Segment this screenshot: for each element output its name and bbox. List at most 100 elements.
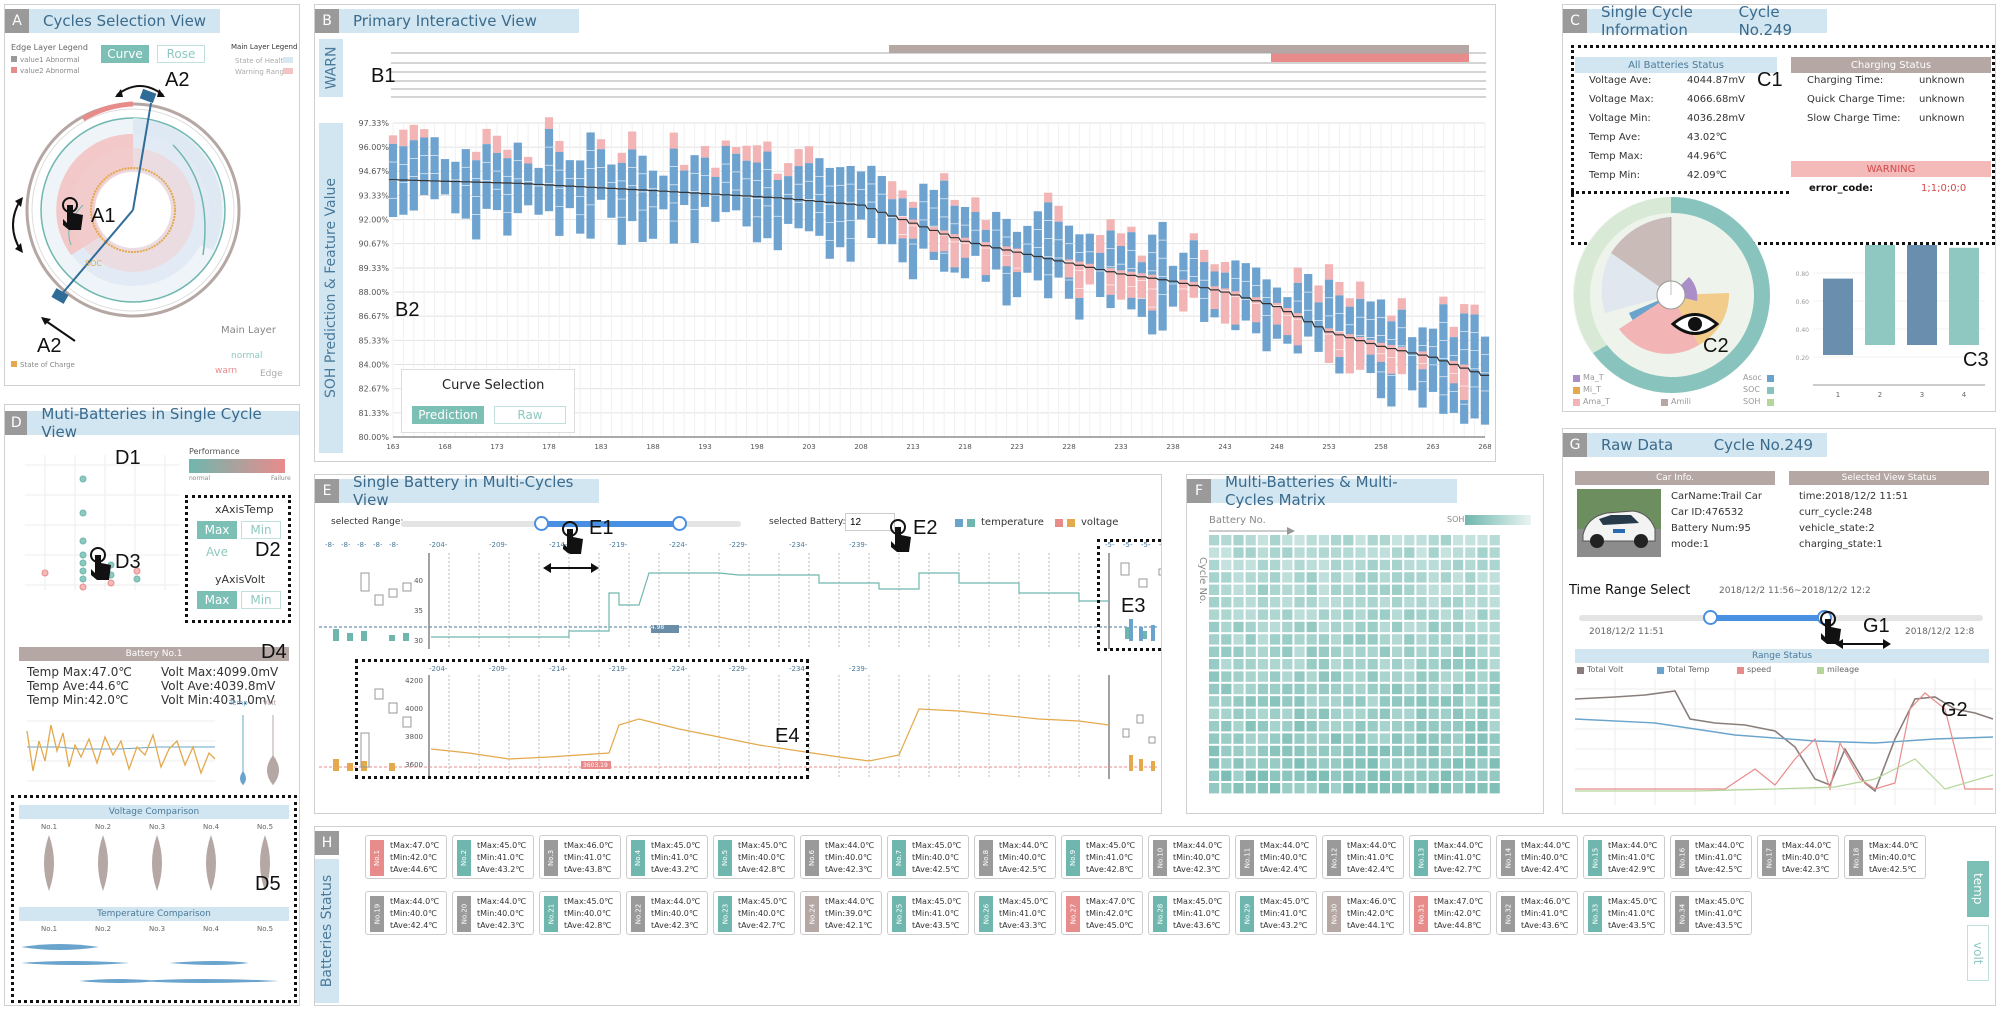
matrix-cell[interactable] <box>1477 671 1488 682</box>
matrix-cell[interactable] <box>1257 783 1268 794</box>
matrix-cell[interactable] <box>1233 745 1244 757</box>
matrix-cell[interactable] <box>1379 721 1390 732</box>
matrix-cell[interactable] <box>1209 783 1220 794</box>
matrix-cell[interactable] <box>1221 671 1232 682</box>
soh-feature-bar[interactable] <box>700 157 710 207</box>
matrix-cell[interactable] <box>1270 708 1281 719</box>
matrix-cell[interactable] <box>1343 584 1354 595</box>
matrix-cell[interactable] <box>1404 745 1415 757</box>
matrix-cell[interactable] <box>1428 758 1439 769</box>
soh-feature-bar[interactable] <box>877 175 886 245</box>
soh-feature-bar[interactable] <box>815 158 824 236</box>
soh-feature-bar[interactable] <box>492 152 502 211</box>
matrix-cell[interactable] <box>1489 547 1500 558</box>
matrix-cell[interactable] <box>1245 721 1256 732</box>
soh-feature-bar[interactable] <box>576 160 585 234</box>
matrix-cell[interactable] <box>1392 721 1403 732</box>
battery-card[interactable]: No.34 tMax:45.0℃ tMin:41.0℃ tAve:43.5℃ <box>1670 891 1752 935</box>
range-status-chart[interactable] <box>1575 679 1993 809</box>
matrix-cell[interactable] <box>1367 783 1378 794</box>
matrix-cell[interactable] <box>1440 634 1451 645</box>
matrix-cell[interactable] <box>1355 758 1366 769</box>
matrix-cell[interactable] <box>1294 696 1305 707</box>
matrix-cell[interactable] <box>1282 547 1293 558</box>
matrix-cell[interactable] <box>1416 659 1427 670</box>
matrix-cell[interactable] <box>1245 733 1256 744</box>
matrix-cell[interactable] <box>1477 696 1488 707</box>
matrix-cell[interactable] <box>1282 745 1293 757</box>
matrix-cell[interactable] <box>1282 696 1293 707</box>
matrix-cell[interactable] <box>1257 721 1268 732</box>
matrix-cell[interactable] <box>1306 770 1317 781</box>
matrix-cell[interactable] <box>1331 659 1342 670</box>
matrix-cell[interactable] <box>1392 696 1403 707</box>
matrix-cell[interactable] <box>1318 597 1329 608</box>
soh-feature-bar[interactable] <box>534 167 543 215</box>
matrix-cell[interactable] <box>1428 733 1439 744</box>
matrix-cell[interactable] <box>1428 584 1439 595</box>
matrix-cell[interactable] <box>1477 535 1488 546</box>
soh-feature-bar[interactable] <box>617 162 626 245</box>
matrix-cell[interactable] <box>1294 745 1305 757</box>
matrix-cell[interactable] <box>1453 584 1464 595</box>
soh-feature-bar[interactable] <box>596 149 606 200</box>
matrix-cell[interactable] <box>1318 770 1329 781</box>
matrix-cell[interactable] <box>1221 621 1232 633</box>
matrix-cell[interactable] <box>1306 547 1317 558</box>
matrix-cell[interactable] <box>1270 683 1281 695</box>
matrix-cell[interactable] <box>1489 646 1500 657</box>
matrix-cell[interactable] <box>1477 733 1488 744</box>
battery-card[interactable]: No.4 tMax:45.0℃ tMin:41.0℃ tAve:43.2℃ <box>626 835 708 879</box>
matrix-cell[interactable] <box>1233 559 1244 571</box>
matrix-cell[interactable] <box>1489 659 1500 670</box>
matrix-cell[interactable] <box>1209 559 1220 571</box>
matrix-cell[interactable] <box>1294 770 1305 781</box>
matrix-cell[interactable] <box>1367 572 1378 583</box>
soh-feature-bar[interactable] <box>1397 309 1406 368</box>
matrix-cell[interactable] <box>1379 597 1390 608</box>
matrix-cell[interactable] <box>1379 770 1390 781</box>
matrix-cell[interactable] <box>1367 621 1378 633</box>
soh-feature-bar[interactable] <box>1366 301 1375 374</box>
matrix-cell[interactable] <box>1465 671 1476 682</box>
matrix-cell[interactable] <box>1343 559 1354 571</box>
matrix-cell[interactable] <box>1367 683 1378 695</box>
matrix-cell[interactable] <box>1306 696 1317 707</box>
matrix-cell[interactable] <box>1245 683 1256 695</box>
battery-card[interactable]: No.31 tMax:47.0℃ tMin:42.0℃ tAve:44.8℃ <box>1409 891 1491 935</box>
soh-feature-bar[interactable] <box>1324 279 1334 363</box>
matrix-cell[interactable] <box>1270 721 1281 732</box>
matrix-cell[interactable] <box>1209 696 1220 707</box>
matrix-cell[interactable] <box>1331 671 1342 682</box>
soh-feature-bar[interactable] <box>430 137 439 200</box>
matrix-cell[interactable] <box>1233 584 1244 595</box>
battery-card[interactable]: No.28 tMax:45.0℃ tMin:41.0℃ tAve:43.6℃ <box>1148 891 1230 935</box>
matrix-cell[interactable] <box>1392 572 1403 583</box>
matrix-cell[interactable] <box>1306 597 1317 608</box>
matrix-cell[interactable] <box>1257 634 1268 645</box>
matrix-cell[interactable] <box>1343 696 1354 707</box>
battery-card[interactable]: No.27 tMax:47.0℃ tMin:42.0℃ tAve:45.0℃ <box>1061 891 1143 935</box>
matrix-cell[interactable] <box>1233 547 1244 558</box>
soh-feature-bar[interactable] <box>586 132 595 239</box>
matrix-cell[interactable] <box>1209 659 1220 670</box>
matrix-cell[interactable] <box>1270 659 1281 670</box>
matrix-cell[interactable] <box>1221 609 1232 620</box>
matrix-cell[interactable] <box>1209 708 1220 719</box>
matrix-cell[interactable] <box>1306 609 1317 620</box>
matrix-cell[interactable] <box>1294 683 1305 695</box>
matrix-cell[interactable] <box>1404 671 1415 682</box>
matrix-cell[interactable] <box>1489 770 1500 781</box>
matrix-cell[interactable] <box>1318 659 1329 670</box>
matrix-cell[interactable] <box>1318 671 1329 682</box>
battery-card[interactable]: No.16 tMax:44.0℃ tMin:41.0℃ tAve:42.5℃ <box>1670 835 1752 879</box>
matrix-cell[interactable] <box>1331 758 1342 769</box>
matrix-cell[interactable] <box>1355 646 1366 657</box>
matrix-cell[interactable] <box>1465 572 1476 583</box>
matrix-cell[interactable] <box>1245 708 1256 719</box>
matrix-cell[interactable] <box>1489 621 1500 633</box>
matrix-cell[interactable] <box>1367 559 1378 571</box>
matrix-cell[interactable] <box>1245 572 1256 583</box>
matrix-cell[interactable] <box>1282 621 1293 633</box>
matrix-cell[interactable] <box>1355 671 1366 682</box>
